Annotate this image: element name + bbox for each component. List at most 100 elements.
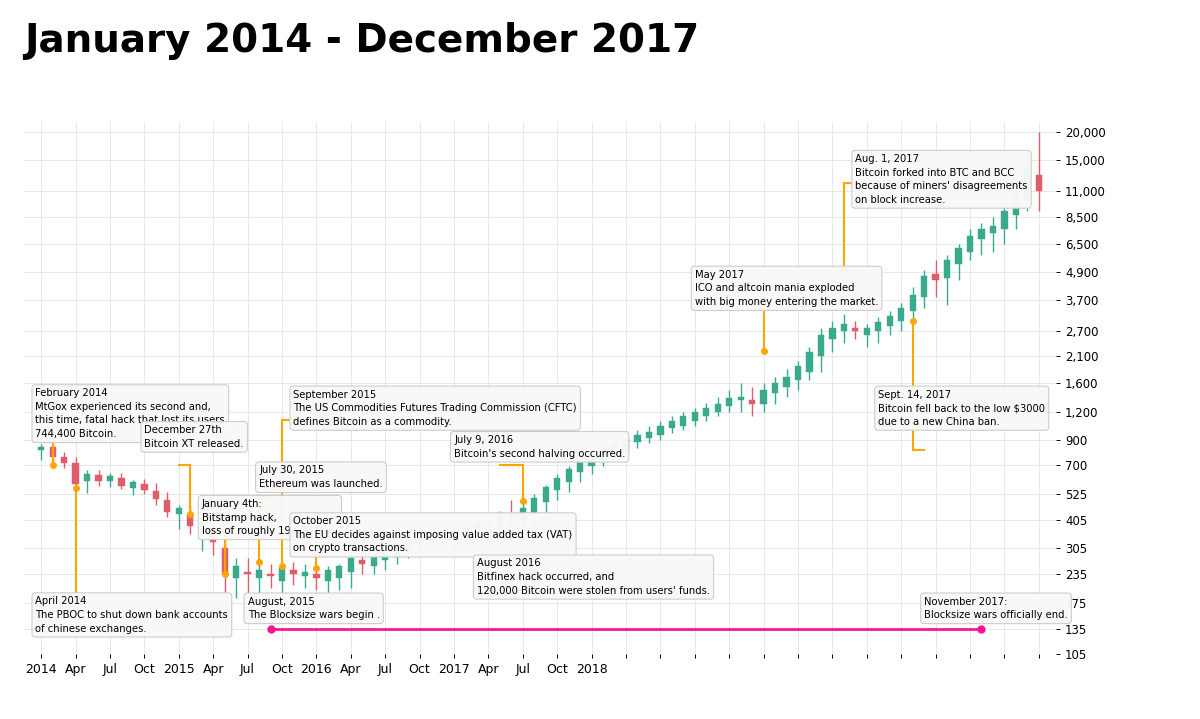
Bar [301,572,308,576]
Bar [887,316,893,326]
Bar [394,546,400,557]
Text: October 2015
The EU decides against imposing value added tax (VAT)
on crypto tra: October 2015 The EU decides against impo… [294,516,572,554]
Bar [119,477,125,486]
Bar [944,260,950,278]
Bar [233,566,239,578]
Bar [635,434,641,442]
Bar [955,248,961,264]
Bar [875,322,882,331]
Bar [1001,211,1008,229]
Bar [520,508,526,520]
Bar [508,515,515,518]
Bar [245,572,251,574]
Bar [794,366,802,380]
Bar [187,514,193,526]
Bar [910,295,916,311]
Bar [565,469,572,482]
Bar [577,462,583,472]
Bar [371,555,377,566]
Bar [588,457,595,466]
Bar [485,528,492,533]
Bar [749,400,755,404]
Text: July 30, 2015
Ethereum was launched.: July 30, 2015 Ethereum was launched. [259,465,383,489]
Text: January 2014 - December 2017: January 2014 - December 2017 [24,22,700,60]
Bar [313,574,319,578]
Bar [359,560,366,564]
Text: July 9, 2016
Bitcoin's second halving occurred.: July 9, 2016 Bitcoin's second halving oc… [454,435,625,459]
Bar [898,308,905,321]
Bar [680,416,686,426]
Bar [95,475,102,481]
Text: January 4th:
Bitstamp hack,
loss of roughly 19,000 BTC.: January 4th: Bitstamp hack, loss of roug… [202,499,338,536]
Bar [61,457,67,462]
Bar [382,551,389,560]
Bar [600,450,606,459]
Bar [268,574,274,576]
Bar [84,474,90,481]
Bar [841,324,847,331]
Bar [668,421,676,429]
Bar [474,523,480,531]
Bar [107,476,113,481]
Bar [852,328,858,331]
Bar [932,274,938,280]
Bar [658,426,664,434]
Bar [1024,168,1031,201]
Text: December 27th
Bitcoin XT released.: December 27th Bitcoin XT released. [144,425,244,449]
Bar [198,528,205,530]
Bar [164,500,170,512]
Bar [691,412,698,421]
Bar [497,513,503,528]
Bar [761,390,767,404]
Bar [1013,196,1019,215]
Bar [462,529,469,534]
Bar [439,533,445,539]
Bar [451,530,457,537]
Bar [829,328,835,339]
Bar [416,536,422,545]
Text: May 2017
ICO and altcoin mania exploded
with big money entering the market.: May 2017 ICO and altcoin mania exploded … [695,270,878,307]
Bar [554,478,560,490]
Bar [348,559,354,572]
Bar [404,539,412,551]
Bar [72,462,79,484]
Text: August, 2015
The Blocksize wars begin .: August, 2015 The Blocksize wars begin . [247,597,380,620]
Bar [152,491,160,499]
Bar [806,352,812,372]
Bar [978,229,985,239]
Text: Aug. 1, 2017
Bitcoin forked into BTC and BCC
because of miners' disagreements
on: Aug. 1, 2017 Bitcoin forked into BTC and… [856,154,1027,205]
Bar [784,377,790,387]
Text: Sept. 14, 2017
Bitcoin fell back to the low $3000
due to a new China ban.: Sept. 14, 2017 Bitcoin fell back to the … [878,390,1045,427]
Bar [920,276,928,297]
Bar [990,226,996,234]
Text: February 2014
MtGox experienced its second and,
this time, fatal hack that lost : February 2014 MtGox experienced its seco… [36,388,226,439]
Bar [738,397,744,400]
Bar [703,408,709,416]
Bar [222,548,228,574]
Bar [646,432,652,438]
Bar [49,447,56,457]
Bar [336,566,342,578]
Bar [38,447,44,449]
Bar [1036,175,1042,191]
Bar [864,328,870,335]
Bar [290,570,296,574]
Bar [817,335,824,357]
Bar [611,444,618,453]
Bar [542,487,548,502]
Text: August 2016
Bitfinex hack occurred, and
120,000 Bitcoin were stolen from users' : August 2016 Bitfinex hack occurred, and … [476,559,710,595]
Bar [623,439,629,450]
Bar [142,484,148,490]
Bar [278,568,286,581]
Bar [256,570,263,578]
Bar [428,534,434,540]
Bar [325,570,331,581]
Text: November 2017:
Blocksize wars officially end.: November 2017: Blocksize wars officially… [924,597,1068,620]
Text: April 2014
The PBOC to shut down bank accounts
of chinese exchanges.: April 2014 The PBOC to shut down bank ac… [36,596,228,633]
Bar [726,398,732,406]
Bar [714,404,721,412]
Bar [210,530,216,542]
Text: September 2015
The US Commodities Futures Trading Commission (CFTC)
defines Bitc: September 2015 The US Commodities Future… [294,390,577,427]
Bar [532,498,538,513]
Bar [967,237,973,252]
